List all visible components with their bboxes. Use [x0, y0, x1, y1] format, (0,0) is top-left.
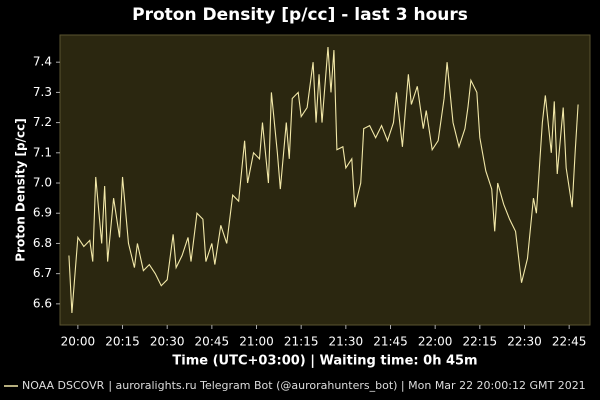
y-tick-label: 7.1: [33, 145, 52, 159]
x-tick-label: 21:30: [329, 335, 364, 349]
y-tick-label: 7.3: [33, 85, 52, 99]
x-tick-label: 22:30: [507, 335, 542, 349]
y-tick-label: 7.4: [33, 55, 52, 69]
x-axis-label: Time (UTC+03:00) | Waiting time: 0h 45m: [172, 354, 477, 369]
data-line: [68, 47, 579, 313]
x-tick-label: 22:45: [552, 335, 587, 349]
y-tick-label: 6.8: [33, 236, 52, 250]
x-tick-label: 21:00: [239, 335, 274, 349]
x-tick-label: 21:45: [373, 335, 408, 349]
x-tick-label: 20:30: [150, 335, 185, 349]
y-axis-label: Proton Density [p/cc]: [14, 118, 28, 261]
x-tick-label: 21:15: [284, 335, 319, 349]
y-tick-label: 7.0: [33, 176, 52, 190]
x-tick-label: 22:00: [418, 335, 453, 349]
chart-title: Proton Density [p/cc] - last 3 hours: [132, 5, 468, 25]
x-tick-label: 20:45: [195, 335, 230, 349]
y-tick-label: 6.9: [33, 206, 52, 220]
x-tick-label: 20:00: [61, 335, 96, 349]
y-tick-label: 7.2: [33, 115, 52, 129]
x-tick-label: 20:15: [105, 335, 140, 349]
y-tick-label: 6.7: [33, 266, 52, 280]
x-tick-label: 22:15: [463, 335, 498, 349]
legend-label: NOAA DSCOVR: [22, 379, 105, 392]
y-tick-label: 6.6: [33, 296, 52, 310]
footer: | auroralights.ru Telegram Bot (@aurorah…: [108, 379, 585, 392]
